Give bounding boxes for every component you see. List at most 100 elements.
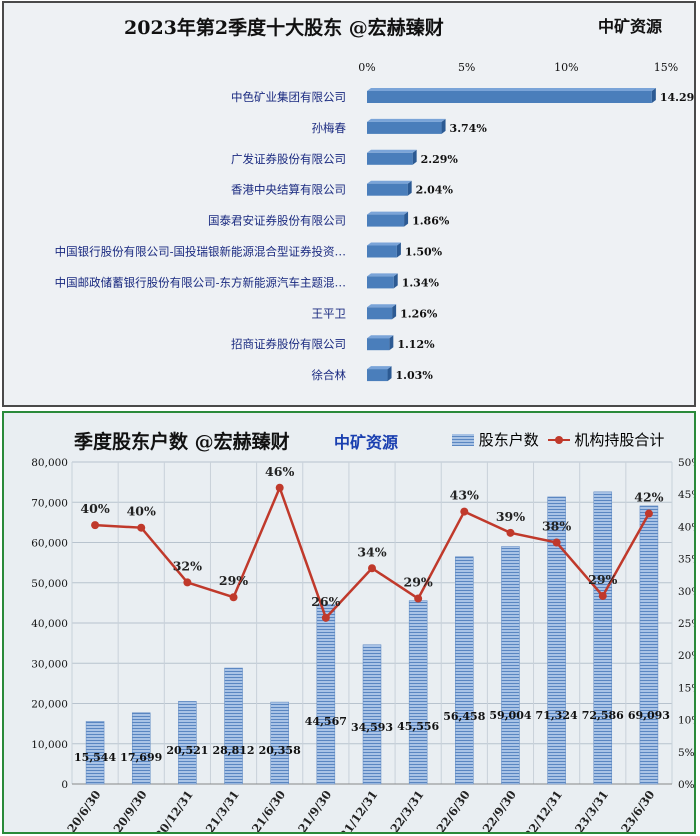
bar-value-label: 71,324 [536, 709, 578, 722]
bar [367, 121, 442, 134]
line-value-label: 42% [634, 490, 663, 505]
top-bar-chart: 0% 5% 10% 15% 中色矿业集团有限公司 14.29% 孙梅春 3.74% 广发证券股份… [55, 61, 694, 382]
bar-side [412, 149, 417, 165]
line-value-label: 40% [127, 504, 156, 519]
line-point [506, 528, 515, 537]
bar-side [393, 273, 398, 289]
line-point [275, 483, 284, 492]
bar-value-label: 72,586 [582, 709, 624, 722]
top-chart-title: 2023年第2季度十大股东 @宏赫臻财 [124, 17, 444, 39]
bar-value-label: 45,556 [397, 720, 439, 733]
bar-value-label: 44,567 [305, 715, 347, 728]
y-right-tick-label: 40% [678, 521, 694, 533]
bar [367, 214, 405, 227]
bar-value-label: 69,093 [628, 709, 670, 722]
bar-side [404, 211, 409, 227]
x-tick-label: 23/6/30 [618, 788, 657, 832]
bar [178, 701, 197, 785]
bar [455, 556, 474, 785]
line-value-label: 26% [311, 594, 340, 609]
bar [362, 644, 382, 785]
bottom-chart-title: 季度股东户数 @宏赫臻财 [74, 431, 290, 453]
x-tick-label: 15% [654, 61, 678, 74]
bar-value-label: 15,544 [74, 751, 116, 764]
line-value-label: 32% [173, 558, 202, 573]
y-left-tick-label: 80,000 [31, 457, 68, 469]
bar-value-label: 14.29% [660, 91, 694, 104]
bar-top [367, 149, 417, 153]
bar-value-label: 17,699 [120, 751, 162, 764]
bar-value-label: 28,812 [212, 744, 254, 757]
line-point [321, 613, 330, 622]
bar-value-label: 1.34% [402, 276, 440, 289]
line-value-label: 43% [450, 488, 479, 503]
line-point [644, 509, 653, 518]
bar [224, 667, 243, 785]
bar [367, 338, 390, 351]
category-label: 香港中央结算有限公司 [231, 183, 346, 197]
category-label: 广发证券股份有限公司 [231, 152, 346, 166]
legend-bar-swatch [452, 433, 474, 446]
line-point [229, 593, 238, 602]
legend-line-swatch [547, 435, 570, 444]
bar [547, 496, 566, 785]
bar [367, 183, 408, 196]
line-point [137, 523, 146, 532]
y-left-tick-label: 60,000 [31, 538, 68, 550]
bar-side [396, 242, 401, 258]
y-right-tick-label: 35% [678, 554, 694, 566]
bar-value-label: 1.03% [396, 369, 434, 382]
bar [316, 604, 336, 785]
category-label: 招商证券股份有限公司 [231, 337, 346, 351]
y-left-tick-label: 20,000 [31, 699, 68, 711]
bar-top [367, 118, 446, 122]
bar-value-label: 2.29% [421, 153, 459, 166]
line-value-label: 40% [80, 501, 109, 516]
x-tick-label: 20/12/31 [152, 788, 196, 832]
x-tick-label: 20/6/30 [64, 788, 103, 832]
line-point [414, 594, 423, 603]
bar-value-label: 1.50% [405, 246, 443, 259]
bar [367, 276, 394, 289]
category-label: 国泰君安证券股份有限公司 [208, 214, 346, 228]
bar-value-label: 20,358 [259, 744, 301, 757]
bar [367, 369, 388, 382]
top-chart-panel: 2023年第2季度十大股东 @宏赫臻财 中矿资源 0% 5% 10% 15% 中色矿业集… [2, 1, 696, 407]
y-right-tick-label: 0% [678, 779, 694, 791]
line-point [183, 578, 192, 587]
y-left-tick-label: 0 [61, 779, 68, 791]
x-tick-label: 10% [554, 61, 578, 74]
x-tick-label: 22/3/31 [387, 788, 426, 832]
bar-side [389, 335, 394, 351]
x-tick-label: 21/12/31 [337, 788, 381, 832]
bottom-chart-panel: 季度股东户数 @宏赫臻财 中矿资源 股东户数 机构持股合计 0 10,000 20,… [2, 411, 696, 834]
category-label: 孙梅春 [312, 121, 347, 135]
bar [367, 245, 397, 258]
bar-top [367, 273, 398, 277]
y-left-tick-label: 40,000 [31, 618, 68, 630]
bar-value-label: 1.86% [412, 215, 450, 228]
x-tick-label: 22/9/30 [480, 788, 519, 832]
legend-bar-label: 股东户数 [478, 431, 539, 449]
bar-side [392, 304, 397, 320]
x-tick-label: 22/6/30 [434, 788, 473, 832]
bar-side [441, 118, 446, 134]
y-right-tick-label: 45% [678, 489, 694, 501]
bar [367, 307, 393, 320]
bar-value-label: 2.04% [416, 184, 454, 197]
category-label: 徐合林 [312, 368, 347, 382]
bar-top [367, 304, 397, 308]
line-value-label: 38% [542, 519, 571, 534]
bar-side [387, 366, 392, 382]
line-point [460, 507, 469, 516]
legend-line-label: 机构持股合计 [574, 431, 665, 449]
bar-value-label: 1.26% [400, 307, 438, 320]
y-left-tick-label: 30,000 [31, 658, 68, 670]
category-label: 王平卫 [312, 306, 347, 320]
combo-chart: 0 10,000 20,000 30,000 40,000 50,000 60,000 70,… [31, 457, 694, 832]
line-value-label: 29% [404, 575, 433, 590]
y-right-tick-label: 20% [678, 650, 694, 662]
y-right-tick-label: 15% [678, 682, 694, 694]
y-right-tick-label: 5% [678, 747, 694, 759]
line-point [368, 564, 376, 573]
